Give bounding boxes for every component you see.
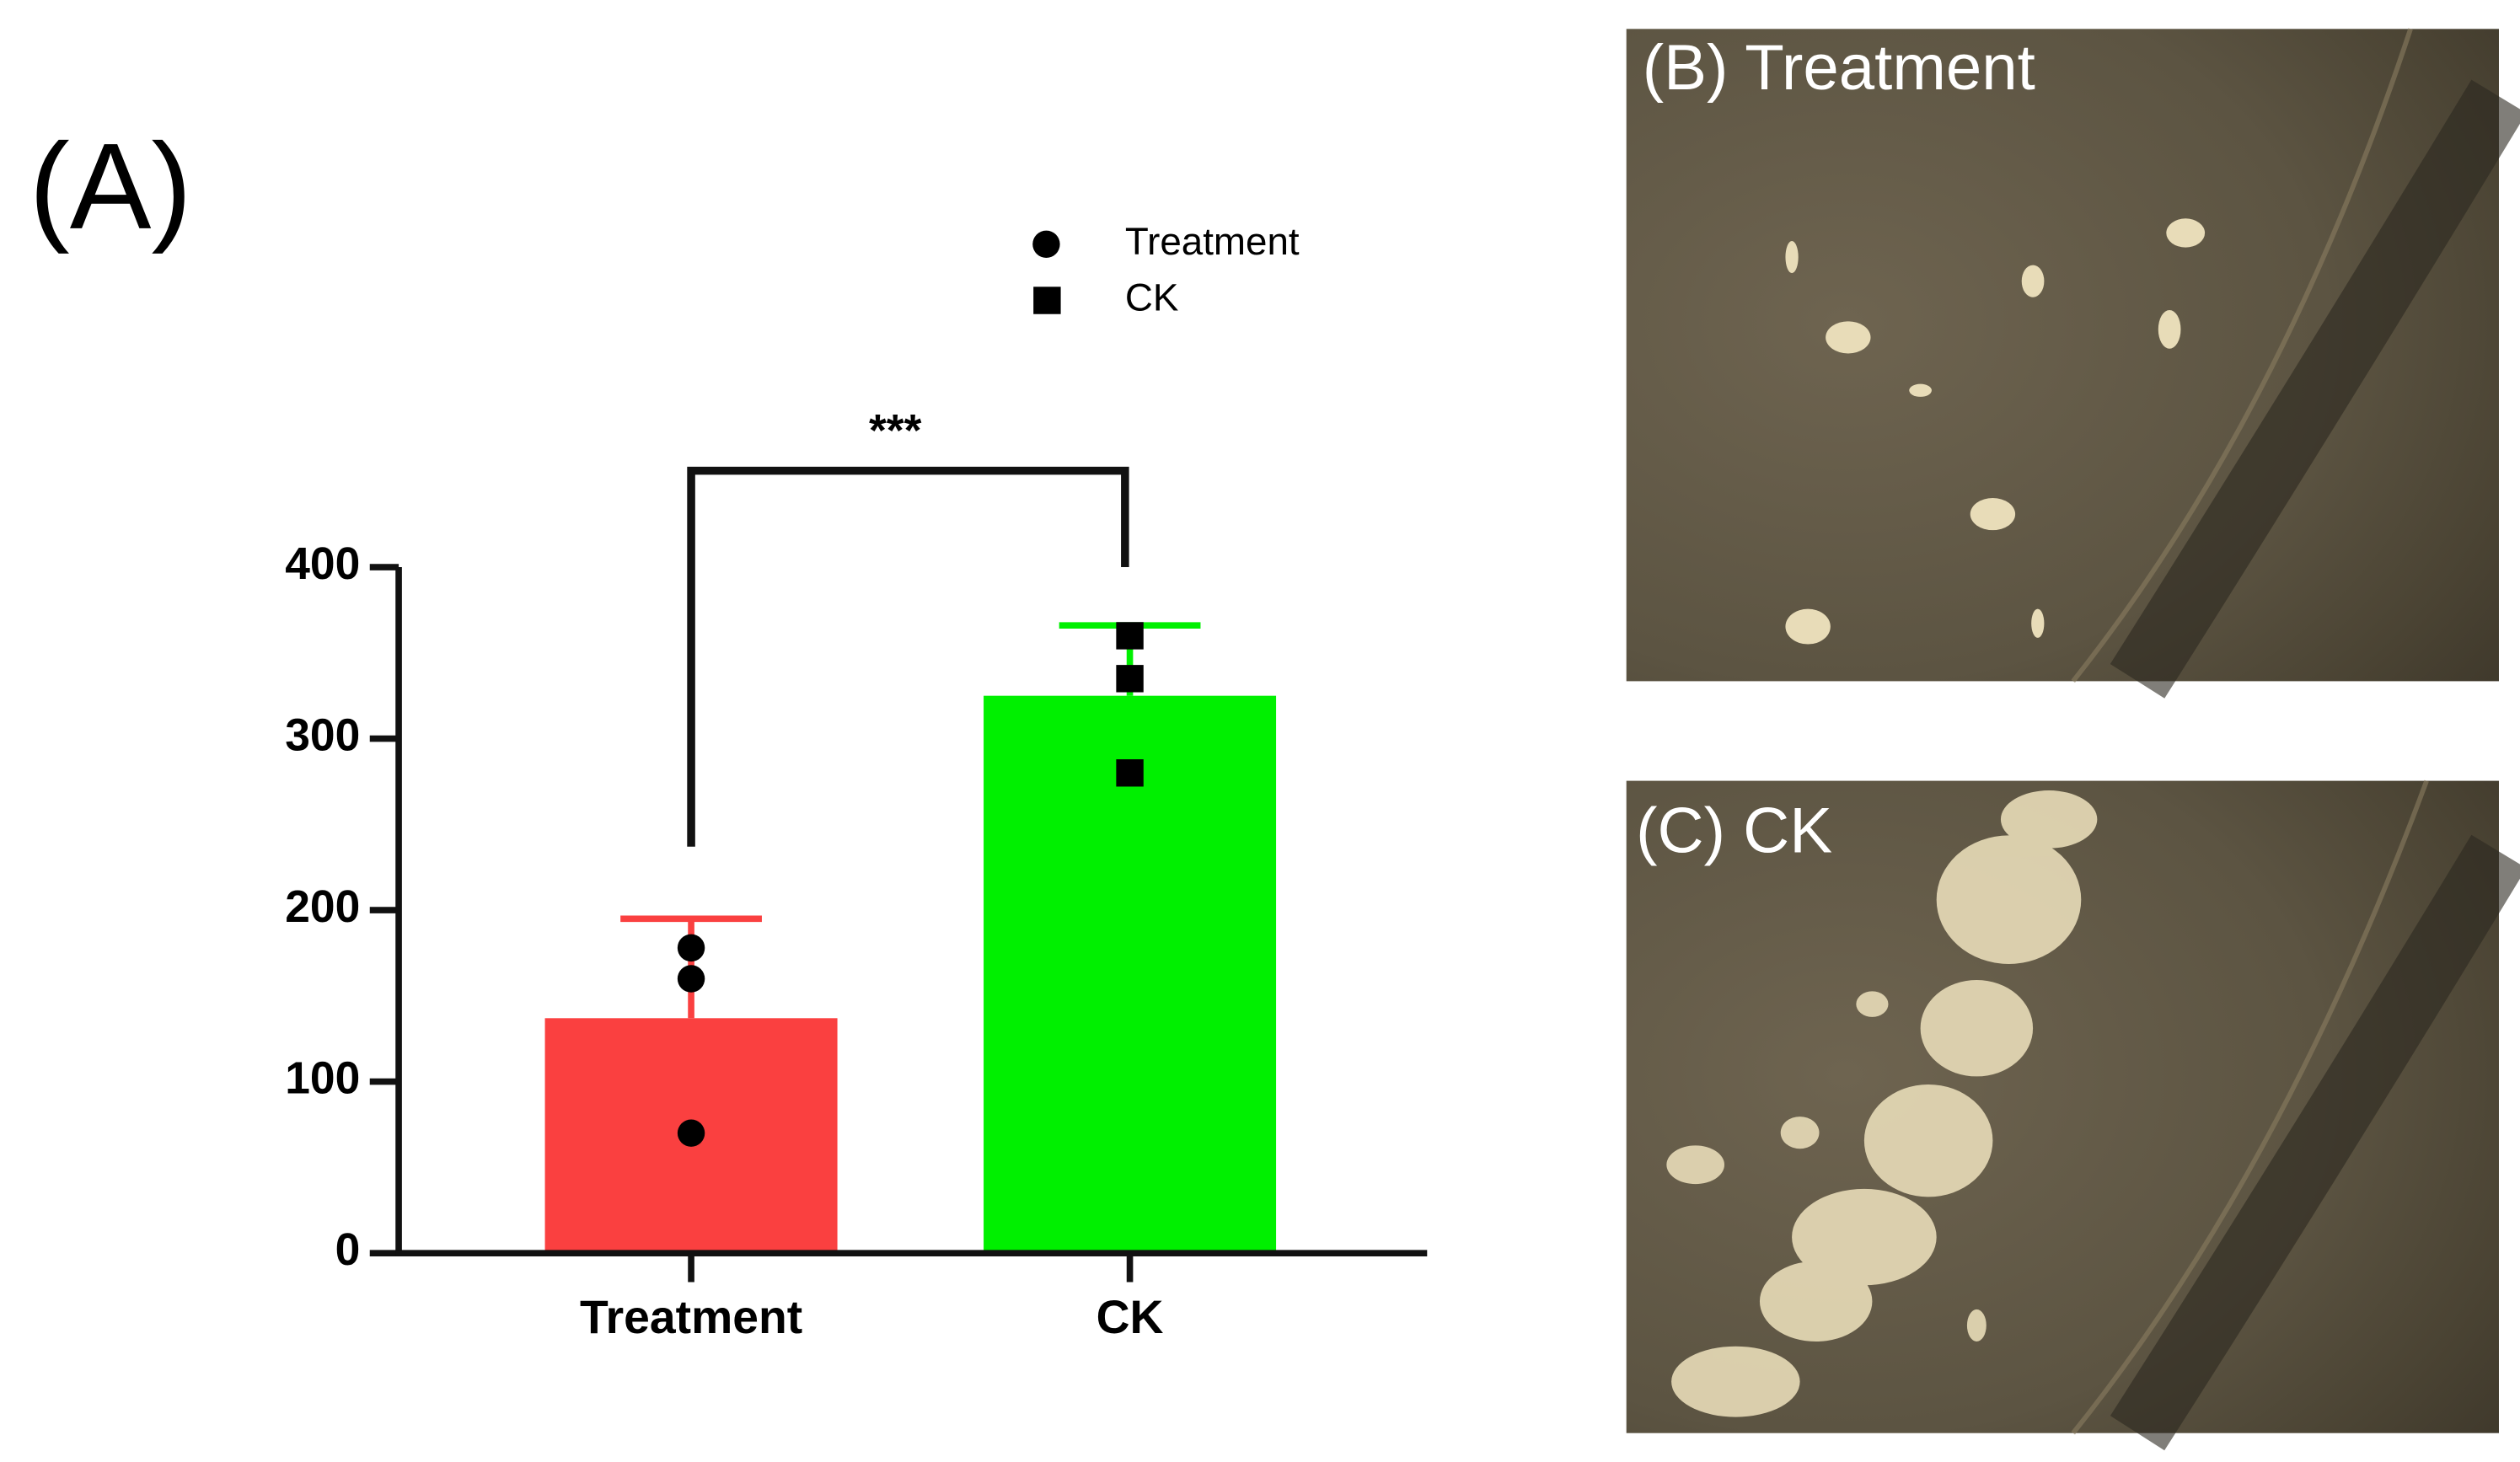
y-tick-label: 300: [285, 711, 360, 761]
data-point: [677, 965, 705, 993]
y-tick-label: 200: [285, 882, 360, 932]
y-tick-label: 0: [335, 1225, 361, 1275]
photo-label: (C) CK: [1636, 795, 1832, 867]
legend-marker: [1033, 287, 1061, 314]
significance-label: ***: [869, 406, 922, 456]
data-point: [1116, 665, 1144, 693]
x-tick-label: CK: [1096, 1291, 1164, 1343]
panel-label: (A): [29, 118, 192, 254]
data-point: [677, 934, 705, 962]
legend-label: Treatment: [1125, 220, 1300, 263]
data-point: [677, 1119, 705, 1147]
x-tick-label: Treatment: [580, 1291, 802, 1343]
y-tick-label: 400: [285, 539, 360, 589]
photo-ck: (C) CK: [1626, 779, 2520, 1451]
significance-bracket: [687, 466, 1129, 847]
data-point: [1116, 622, 1144, 650]
legend-marker: [1032, 230, 1060, 259]
data-point: [1116, 759, 1144, 787]
photo-label: (B) Treatment: [1643, 32, 2035, 104]
bar: [984, 695, 1277, 1254]
y-tick-label: 100: [285, 1054, 360, 1104]
legend-label: CK: [1125, 276, 1179, 319]
photo-treatment: (B) Treatment: [1626, 28, 2520, 699]
